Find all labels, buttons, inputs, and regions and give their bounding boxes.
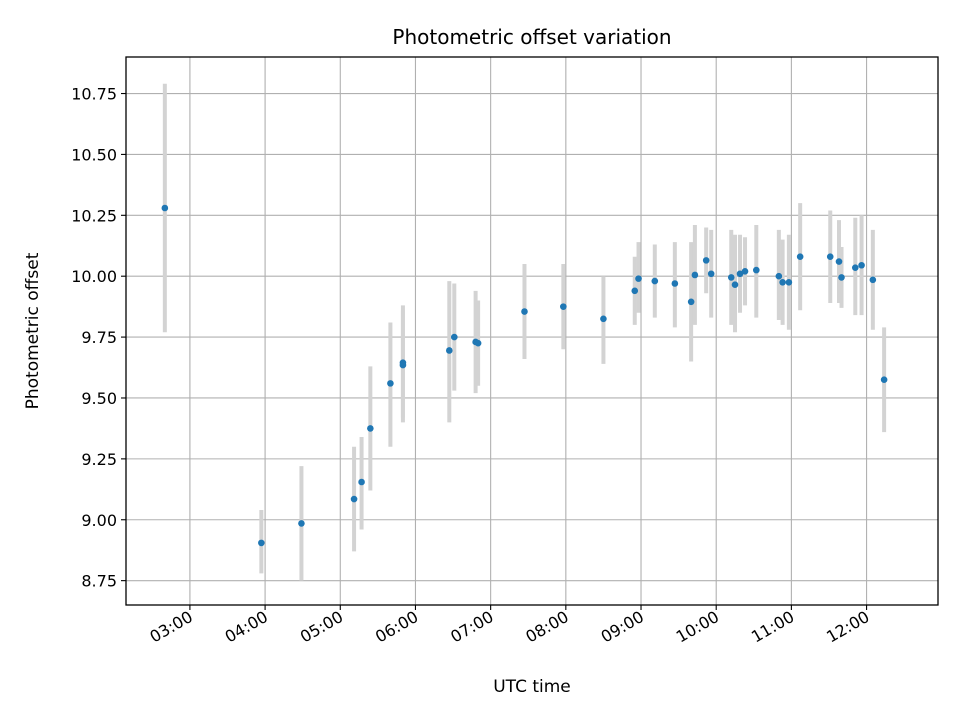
data-point bbox=[350, 495, 358, 503]
data-point bbox=[702, 257, 710, 264]
data-point bbox=[635, 275, 642, 282]
data-point bbox=[451, 333, 458, 341]
data-point bbox=[691, 271, 699, 279]
data-point bbox=[387, 380, 394, 387]
data-point bbox=[838, 274, 845, 281]
x-axis-label: UTC time bbox=[493, 677, 571, 697]
data-point bbox=[779, 278, 786, 286]
data-point bbox=[367, 425, 374, 432]
data-point bbox=[869, 276, 877, 284]
y-tick-label: 9.00 bbox=[81, 511, 117, 530]
data-point bbox=[775, 272, 783, 280]
data-point bbox=[445, 347, 453, 354]
data-point bbox=[736, 270, 744, 278]
data-point bbox=[785, 278, 793, 286]
data-point bbox=[560, 303, 567, 310]
data-point bbox=[671, 280, 679, 287]
data-point bbox=[741, 268, 749, 275]
data-point bbox=[600, 315, 607, 323]
y-tick-label: 8.75 bbox=[81, 572, 117, 591]
data-point bbox=[858, 261, 865, 269]
y-tick-label: 9.75 bbox=[81, 328, 117, 347]
data-point bbox=[399, 361, 407, 369]
data-point bbox=[521, 308, 528, 315]
data-point bbox=[753, 266, 760, 274]
data-point bbox=[727, 274, 735, 281]
chart-title: Photometric offset variation bbox=[392, 25, 671, 49]
y-tick-label: 9.25 bbox=[81, 450, 117, 469]
y-axis-ticks: 8.75 9.00 9.25 9.50 9.75 10.00 10.25 10.50 10.75 bbox=[71, 85, 126, 591]
data-point bbox=[835, 258, 843, 265]
data-point bbox=[880, 376, 888, 384]
y-tick-label: 9.50 bbox=[81, 389, 117, 408]
data-point bbox=[826, 253, 834, 261]
data-point bbox=[707, 270, 715, 278]
data-point bbox=[258, 539, 265, 547]
data-point bbox=[796, 253, 804, 261]
y-tick-label: 10.00 bbox=[71, 267, 117, 286]
data-point bbox=[851, 264, 859, 271]
y-axis-label: Photometric offset bbox=[23, 252, 43, 409]
data-point bbox=[731, 281, 739, 289]
data-point bbox=[161, 204, 169, 212]
data-point bbox=[631, 287, 639, 295]
y-tick-label: 10.75 bbox=[71, 85, 117, 104]
y-tick-label: 10.25 bbox=[71, 206, 117, 225]
data-point bbox=[298, 520, 305, 527]
data-point bbox=[358, 478, 365, 486]
data-points bbox=[161, 204, 888, 547]
data-point bbox=[687, 298, 695, 306]
grid bbox=[126, 57, 938, 605]
y-tick-label: 10.50 bbox=[71, 145, 117, 164]
data-point bbox=[474, 339, 482, 347]
plot-frame bbox=[125, 56, 939, 606]
data-point bbox=[651, 277, 659, 285]
